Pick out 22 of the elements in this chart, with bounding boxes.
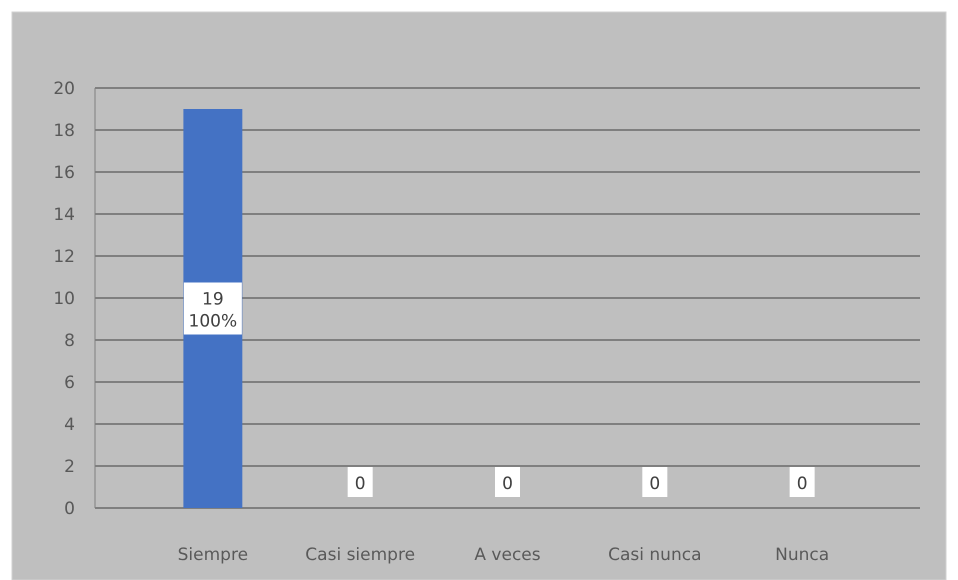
- x-tick-label: Casi siempre: [305, 545, 416, 565]
- y-tick-label: 0: [64, 498, 75, 519]
- y-tick-label: 12: [53, 246, 75, 267]
- y-tick-label: 8: [64, 330, 75, 351]
- y-tick-label: 20: [53, 78, 75, 99]
- x-tick-label: Casi nunca: [608, 545, 702, 565]
- y-tick-label: 2: [64, 456, 75, 477]
- y-tick-label: 6: [64, 372, 75, 393]
- data-label: 19: [202, 290, 224, 310]
- y-tick-label: 18: [53, 120, 75, 141]
- y-tick-label: 4: [64, 414, 75, 435]
- x-tick-label: A veces: [474, 545, 541, 565]
- data-label: 0: [354, 474, 366, 494]
- x-tick-label: Nunca: [775, 545, 830, 565]
- data-label: 0: [649, 474, 660, 494]
- data-label: 0: [796, 474, 808, 494]
- y-tick-label: 16: [53, 162, 75, 183]
- data-label: 0: [502, 474, 513, 494]
- x-tick-label: Siempre: [178, 545, 248, 565]
- y-tick-label: 14: [53, 204, 75, 225]
- annotation: 100%: [188, 312, 238, 332]
- y-tick-label: 10: [53, 288, 75, 309]
